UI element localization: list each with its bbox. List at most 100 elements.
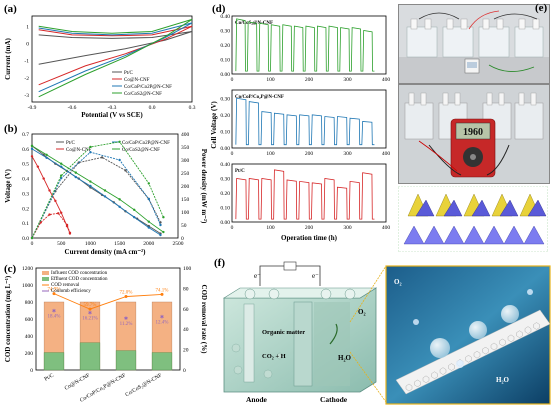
voltage-point bbox=[36, 165, 40, 168]
x-tick-label: 0 bbox=[231, 151, 234, 157]
zoom-h2o-label: H₂O bbox=[496, 376, 510, 384]
y2-tick-label: 80 bbox=[183, 286, 189, 292]
voltage-point bbox=[118, 205, 121, 208]
y2-tick-label: 150 bbox=[181, 197, 190, 203]
x-tick-label: 0.0 bbox=[149, 105, 156, 111]
x-tick-label: -0.6 bbox=[68, 105, 77, 111]
ce-data-label: 12.4% bbox=[156, 321, 169, 326]
voltage-point bbox=[54, 199, 57, 203]
y-tick-label: 200 bbox=[25, 351, 34, 357]
y-tick-label: 0 bbox=[26, 42, 29, 48]
y2-axis-label: Power density (mW m⁻²) bbox=[200, 149, 208, 224]
voltage-point bbox=[45, 156, 48, 159]
x-tick-label: 1000 bbox=[85, 241, 96, 247]
y-axis-label: Cell Voltage (V) bbox=[210, 101, 218, 149]
legend-entry: Co/CoS2@N-CNF bbox=[124, 92, 162, 97]
y2-tick-label: 0 bbox=[181, 236, 184, 242]
polyhedron bbox=[503, 225, 525, 245]
cod-chart: 0 200 400 600 800 1000 1200 0 20 40 60 80 100 COD con… bbox=[4, 266, 208, 404]
load-resistor bbox=[283, 261, 297, 271]
y-tick-label: 600 bbox=[25, 317, 34, 323]
legend-entry: Co/CoP/Co2P@N-CNF bbox=[122, 141, 170, 146]
legend-swatch bbox=[42, 271, 49, 275]
polyhedron bbox=[499, 199, 519, 217]
power-point bbox=[159, 223, 162, 227]
y-tick-label: -3 bbox=[24, 93, 29, 99]
y-tick-label: 0.00 bbox=[220, 146, 230, 152]
x-tick-label: 300 bbox=[343, 151, 352, 157]
multimeter-reading: 1960 bbox=[463, 127, 483, 138]
carbon-ring bbox=[524, 326, 532, 334]
y-tick-label: 0.6 bbox=[22, 147, 29, 153]
legend-entry: Pt/C bbox=[66, 141, 76, 146]
panel-c: (c) 0 200 400 600 800 1000 1200 0 20 40 60 80 100 COD… bbox=[4, 263, 208, 404]
subplot-title: Co/CoS₂@N-CNF bbox=[235, 21, 273, 26]
effluent-bar bbox=[79, 342, 101, 371]
voltage-point bbox=[60, 165, 63, 168]
carbon-ring bbox=[516, 330, 523, 338]
nanoparticle bbox=[469, 321, 487, 339]
y2-tick-label: 350 bbox=[181, 145, 190, 151]
plot-frame bbox=[31, 133, 179, 239]
plot-frame bbox=[31, 15, 193, 103]
power-curve bbox=[31, 141, 164, 239]
carbon-ring bbox=[490, 342, 498, 351]
y-tick-label: 0.20 bbox=[220, 43, 230, 49]
zoom-o2-label: O₂ bbox=[394, 278, 402, 286]
y-tick-label: -1 bbox=[24, 59, 29, 65]
crystal-structure bbox=[398, 186, 548, 252]
power-point bbox=[118, 140, 121, 143]
subplot-frame bbox=[231, 163, 387, 223]
removal-data-label: 72.0% bbox=[120, 291, 133, 296]
anode-label: Anode bbox=[246, 395, 268, 404]
separator-membrane bbox=[293, 301, 313, 387]
y2-tick-label: 250 bbox=[181, 171, 190, 177]
co2-label: CO₂ + H bbox=[262, 353, 286, 360]
x-axis-label: Potential (V vs SCE) bbox=[81, 111, 143, 119]
y-tick-label: 0.10 bbox=[220, 58, 230, 64]
ce-data-label: 18.4% bbox=[48, 314, 61, 319]
y-tick-label: 0.4 bbox=[22, 177, 29, 183]
x-tick-label: 300 bbox=[343, 77, 352, 83]
removal-line bbox=[53, 293, 163, 310]
y-axis-label: COD concentration (mg L⁻¹) bbox=[4, 275, 12, 362]
power-point bbox=[147, 182, 150, 185]
y-tick-label: 0.30 bbox=[220, 177, 230, 183]
x-tick-label: 500 bbox=[57, 241, 66, 247]
cv-curve bbox=[38, 22, 193, 93]
removal-point bbox=[160, 292, 164, 296]
legend-entry: Co/CoP/Co2P@N-CNF bbox=[124, 85, 172, 90]
panel-e-label: (e) bbox=[535, 2, 548, 14]
voltage-point bbox=[103, 189, 107, 192]
legend-entry: Pt/C bbox=[124, 71, 134, 76]
y2-tick-label: 100 bbox=[181, 210, 190, 216]
y-tick-label: 800 bbox=[25, 300, 34, 306]
y2-tick-label: 60 bbox=[183, 307, 189, 313]
y-tick-label: 1200 bbox=[22, 266, 33, 272]
x-tick-label: 400 bbox=[382, 225, 391, 231]
x-tick-label: 200 bbox=[305, 225, 314, 231]
y-tick-label: 0.2 bbox=[22, 206, 29, 212]
power-curve bbox=[31, 151, 161, 239]
carbon-nanofiber bbox=[395, 309, 551, 395]
power-point bbox=[147, 197, 150, 201]
y-tick-label: 0.40 bbox=[220, 162, 230, 168]
y2-tick-label: 20 bbox=[183, 348, 189, 354]
voltage-point bbox=[159, 233, 162, 237]
x-tick-label: 0 bbox=[231, 77, 234, 83]
carbon-ring bbox=[499, 338, 506, 347]
power-point bbox=[124, 169, 127, 172]
cv-curve bbox=[38, 25, 193, 86]
voltage-curve bbox=[31, 145, 164, 233]
power-point bbox=[118, 158, 121, 162]
y-tick-label: 0.10 bbox=[220, 129, 230, 135]
carbon-ring bbox=[482, 346, 489, 355]
y2-tick-label: 40 bbox=[183, 327, 189, 333]
legend-entry: Coulomb efficiency bbox=[51, 289, 91, 294]
removal-data-label: 74.1% bbox=[156, 288, 169, 293]
voltage-point bbox=[60, 211, 63, 214]
category-label: Pt/C bbox=[44, 372, 56, 382]
carbon-ring bbox=[465, 355, 472, 363]
x-tick-label: 300 bbox=[343, 225, 352, 231]
voltage-curve bbox=[31, 148, 161, 236]
